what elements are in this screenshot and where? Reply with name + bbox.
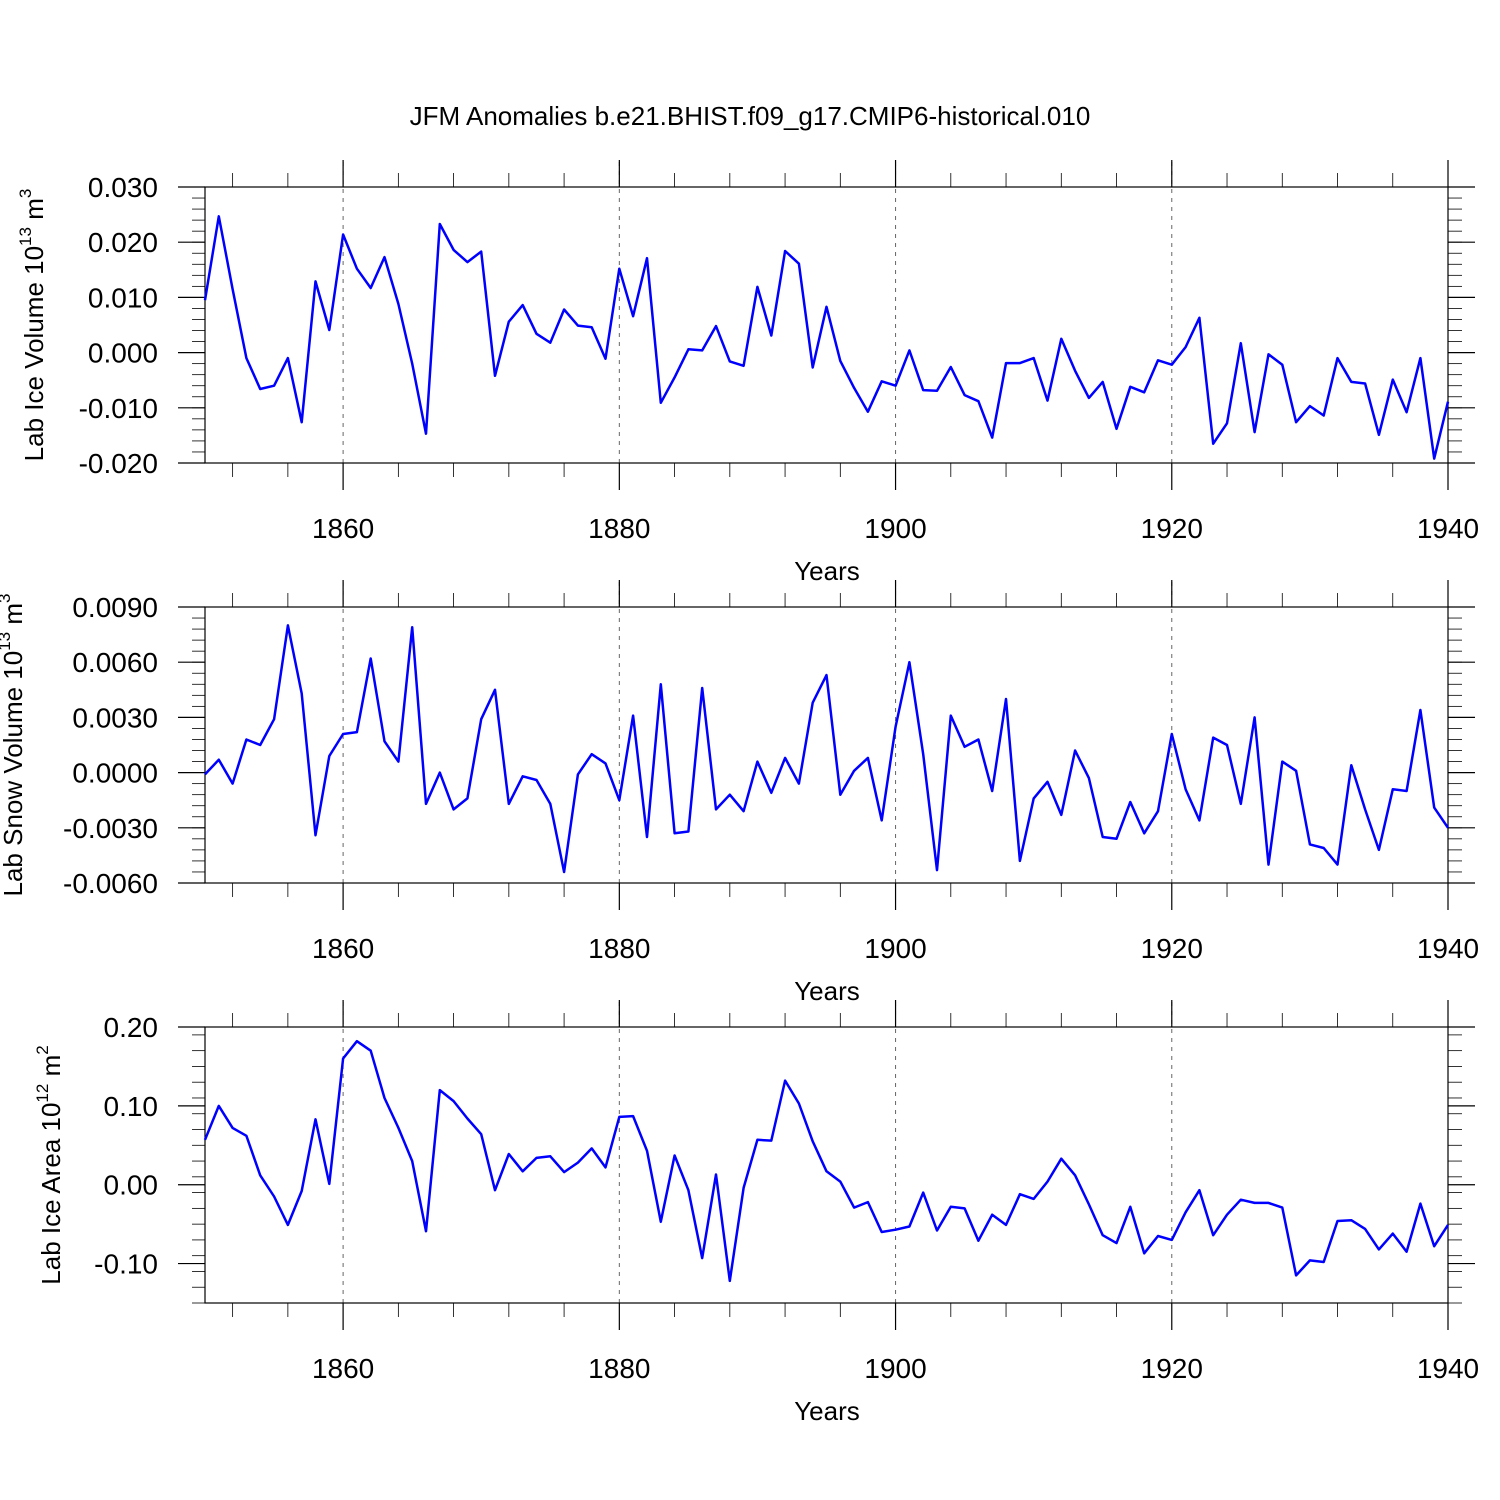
y-tick-label: 0.000 xyxy=(88,338,158,369)
y-axis-ticks: -0.0060 -0.0030 0.0000 0.0030 0.0060 0.0090 xyxy=(63,592,1475,899)
y-tick-label: 0.020 xyxy=(88,227,158,258)
y-tick-label: 0.20 xyxy=(104,1012,159,1043)
chart-title: JFM Anomalies b.e21.BHIST.f09_g17.CMIP6-… xyxy=(410,101,1091,131)
x-tick-label: 1860 xyxy=(312,933,374,964)
x-tick-label: 1880 xyxy=(588,1353,650,1384)
series-line xyxy=(204,624,1450,874)
y-axis-ticks: -0.020 -0.010 0.000 0.010 0.020 0.030 xyxy=(79,172,1475,479)
y-tick-label: -0.0060 xyxy=(63,868,158,899)
y-tick-label: -0.10 xyxy=(94,1249,158,1280)
x-tick-label: 1940 xyxy=(1417,933,1479,964)
x-tick-label: 1940 xyxy=(1417,1353,1479,1384)
x-tick-label: 1920 xyxy=(1141,513,1203,544)
y-tick-label: 0.0000 xyxy=(72,758,158,789)
x-tick-label: 1940 xyxy=(1417,513,1479,544)
x-tick-label: 1860 xyxy=(312,1353,374,1384)
panel-ice-volume: -0.020 -0.010 0.000 0.010 0.020 0.030 1860 188… xyxy=(16,160,1479,586)
x-axis-ticks: 1860 1880 1900 1920 1940 xyxy=(232,160,1479,544)
x-tick-label: 1920 xyxy=(1141,933,1203,964)
y-tick-label: 0.00 xyxy=(104,1170,159,1201)
x-axis-label: Years xyxy=(794,1396,860,1426)
y-tick-label: 0.10 xyxy=(104,1091,159,1122)
x-axis-ticks: 1860 1880 1900 1920 1940 xyxy=(232,1000,1479,1384)
y-axis-ticks: -0.10 0.00 0.10 0.20 xyxy=(94,1012,1475,1304)
x-tick-label: 1900 xyxy=(864,933,926,964)
x-axis-label: Years xyxy=(794,976,860,1006)
x-axis-ticks: 1860 1880 1900 1920 1940 xyxy=(232,580,1479,964)
grid-lines xyxy=(342,162,1173,463)
panel-snow-volume: -0.0060 -0.0030 0.0000 0.0030 0.0060 0.0090 1… xyxy=(0,580,1479,1006)
x-tick-label: 1920 xyxy=(1141,1353,1203,1384)
x-tick-label: 1880 xyxy=(588,933,650,964)
x-tick-label: 1880 xyxy=(588,513,650,544)
y-axis-label: Lab Ice Volume 1013 m3 xyxy=(16,189,49,462)
y-tick-label: 0.0030 xyxy=(72,702,158,733)
y-tick-label: 0.0090 xyxy=(72,592,158,623)
series-line xyxy=(203,215,1450,460)
plot-frame xyxy=(204,606,1449,884)
y-tick-label: 0.010 xyxy=(88,282,158,313)
plot-frame xyxy=(204,186,1449,464)
series-line xyxy=(203,1039,1450,1283)
y-tick-label: -0.0030 xyxy=(63,813,158,844)
y-axis-label: Lab Snow Volume 1013 m3 xyxy=(0,593,28,896)
y-axis-label: Lab Ice Area 1012 m2 xyxy=(33,1045,66,1284)
x-tick-label: 1900 xyxy=(864,1353,926,1384)
grid-lines xyxy=(342,1002,1173,1303)
y-tick-label: 0.030 xyxy=(88,172,158,203)
x-axis-label: Years xyxy=(794,556,860,586)
panel-ice-area: -0.10 0.00 0.10 0.20 1860 1880 1900 1920 1940 L… xyxy=(33,1000,1479,1426)
x-tick-label: 1900 xyxy=(864,513,926,544)
plot-frame xyxy=(204,1026,1449,1304)
y-tick-label: -0.010 xyxy=(79,393,158,424)
y-tick-label: -0.020 xyxy=(79,448,158,479)
grid-lines xyxy=(342,582,1173,883)
y-tick-label: 0.0060 xyxy=(72,647,158,678)
x-tick-label: 1860 xyxy=(312,513,374,544)
